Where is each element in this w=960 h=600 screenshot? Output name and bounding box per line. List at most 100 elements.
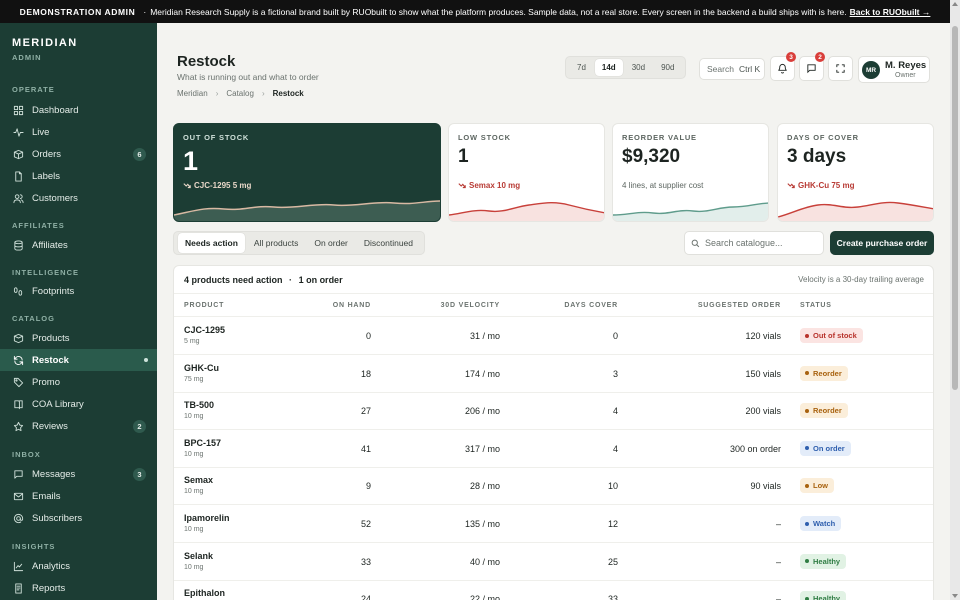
table-row[interactable]: Selank 10 mg 33 40 / mo 25 – Healthy [174, 543, 933, 581]
nav-badge: 6 [133, 147, 146, 161]
breadcrumb-meridian[interactable]: Meridian [177, 89, 208, 98]
status-badge: Healthy [800, 553, 847, 569]
tab-all-products[interactable]: All products [253, 238, 299, 248]
range-7d[interactable]: 7d [577, 63, 586, 72]
tab-needs-action[interactable]: Needs action [178, 233, 245, 253]
sidebar-item-restock[interactable]: Restock [0, 349, 157, 371]
back-to-ruobuilt-link[interactable]: Back to RUObuilt → [849, 6, 931, 17]
days-cover: 33 [607, 594, 618, 600]
table-row[interactable]: GHK-Cu 75 mg 18 174 / mo 3 150 vials Reorder [174, 355, 933, 393]
breadcrumb-catalog[interactable]: Catalog [226, 89, 254, 98]
main-content: Restock What is running out and what to … [157, 23, 950, 600]
sidebar-item-live[interactable]: Live [0, 121, 157, 143]
kpi-label: LOW STOCK [458, 133, 511, 142]
filter-tabs: Needs action All products On order Disco… [173, 231, 426, 255]
col-status[interactable]: STATUS [800, 302, 832, 309]
status-dot [805, 521, 809, 526]
sidebar-item-orders[interactable]: Orders 6 [0, 143, 157, 165]
range-14d[interactable]: 14d [594, 59, 623, 76]
global-search-button[interactable]: Search Ctrl K [699, 58, 765, 80]
create-purchase-order-button[interactable]: Create purchase order [830, 231, 934, 255]
fullscreen-icon [836, 64, 845, 73]
suggested-order: 300 on order [729, 443, 781, 454]
col-suggested-order[interactable]: SUGGESTED ORDER [697, 302, 781, 309]
product-name: GHK-Cu [184, 362, 219, 373]
suggested-order: 150 vials [745, 368, 781, 379]
table-summary: 4 products need action · 1 on order [184, 275, 343, 285]
tab-discontinued[interactable]: Discontinued [363, 238, 414, 248]
catalogue-search-input[interactable] [705, 238, 815, 248]
on-hand: 33 [360, 556, 371, 567]
sidebar-item-footprints[interactable]: Footprints [0, 280, 157, 302]
status-label: Out of stock [813, 331, 857, 340]
product-name: CJC-1295 [184, 325, 226, 335]
notifications-count: 3 [786, 52, 796, 62]
sidebar-item-reviews[interactable]: Reviews 2 [0, 415, 157, 437]
sidebar-item-affiliates[interactable]: Affiliates [0, 234, 157, 256]
status-label: Healthy [813, 556, 841, 566]
sidebar-item-products[interactable]: Products [0, 327, 157, 349]
col-days-cover[interactable]: DAYS COVER [564, 302, 618, 309]
range-30d[interactable]: 30d [631, 63, 646, 72]
sidebar-item-reports[interactable]: Reports [0, 577, 157, 599]
messages-button[interactable]: 2 [799, 52, 825, 81]
table-row[interactable]: BPC-157 10 mg 41 317 / mo 4 300 on order On or… [174, 430, 933, 468]
messages-count: 2 [815, 52, 825, 62]
range-90d[interactable]: 90d [661, 63, 675, 72]
demo-banner: DEMONSTRATION ADMIN · Meridian Research … [0, 0, 950, 23]
sidebar-item-label: Restock [32, 354, 69, 366]
breadcrumb: Meridian › Catalog › Restock [177, 89, 304, 98]
product-dose: 5 mg [184, 338, 200, 345]
sidebar-item-promo[interactable]: Promo [0, 371, 157, 393]
kpi-value: 3 days [787, 146, 847, 167]
sidebar-item-emails[interactable]: Emails [0, 485, 157, 507]
table-row[interactable]: Semax 10 mg 9 28 / mo 10 90 vials Low [174, 467, 933, 506]
kpi-reorder-value[interactable]: REORDER VALUE $9,320 4 lines, at supplie… [612, 123, 769, 222]
days-cover: 25 [607, 556, 618, 567]
status-badge: Out of stock [800, 328, 863, 343]
sidebar-item-subscribers[interactable]: Subscribers [0, 507, 157, 529]
nav-badge: 3 [133, 467, 146, 481]
bell-icon [778, 63, 787, 74]
sidebar-item-label: Subscribers [32, 512, 83, 524]
status-label: Low [813, 481, 828, 491]
product-name: BPC-157 [184, 437, 222, 448]
fullscreen-button[interactable] [828, 56, 853, 81]
scroll-up-icon[interactable] [952, 2, 958, 6]
database-icon [13, 239, 24, 251]
search-shortcut: Ctrl K [738, 64, 761, 74]
table-row[interactable]: CJC-1295 5 mg 0 31 / mo 0 120 vials Out of sto… [174, 317, 933, 355]
on-hand: 9 [365, 481, 371, 492]
scrollbar-thumb[interactable] [952, 26, 958, 390]
col-product[interactable]: PRODUCT [184, 302, 225, 309]
table-row[interactable]: Ipamorelin 10 mg 52 135 / mo 12 – Watch [174, 505, 933, 543]
sparkline-reorder-value [613, 202, 768, 221]
suggested-order: – [775, 594, 781, 600]
kpi-out-of-stock[interactable]: OUT OF STOCK 1 CJC-1295 5 mg [173, 123, 441, 222]
sidebar-item-customers[interactable]: Customers [0, 187, 157, 209]
nav-section-inbox: INBOX [12, 450, 41, 459]
sidebar-item-analytics[interactable]: Analytics [0, 555, 157, 577]
message-icon [807, 64, 816, 74]
col-velocity[interactable]: 30D VELOCITY [440, 302, 500, 309]
summary-separator: · [289, 275, 293, 285]
pulse-icon [13, 127, 24, 138]
notifications-button[interactable]: 3 [770, 52, 796, 81]
status-label: Watch [813, 519, 836, 528]
kpi-days-of-cover[interactable]: DAYS OF COVER 3 days GHK-Cu 75 mg [777, 123, 934, 222]
sidebar-item-coa-library[interactable]: COA Library [0, 393, 157, 415]
sparkline-low-stock [449, 202, 604, 221]
sidebar-item-label: Reports [32, 582, 66, 594]
scroll-down-icon[interactable] [952, 594, 958, 598]
tab-on-order[interactable]: On order [314, 238, 348, 248]
table-row[interactable]: TB-500 10 mg 27 206 / mo 4 200 vials Reorder [174, 392, 933, 431]
sidebar-item-labels[interactable]: Labels [0, 165, 157, 187]
user-menu[interactable]: MR M. Reyes Owner [858, 56, 930, 83]
sidebar-item-messages[interactable]: Messages 3 [0, 463, 157, 485]
sidebar-item-label: Messages [32, 468, 76, 480]
page-scrollbar[interactable] [950, 0, 960, 600]
kpi-low-stock[interactable]: LOW STOCK 1 Semax 10 mg [448, 123, 605, 222]
col-on-hand[interactable]: ON HAND [332, 302, 371, 309]
sidebar-item-dashboard[interactable]: Dashboard [0, 99, 157, 121]
